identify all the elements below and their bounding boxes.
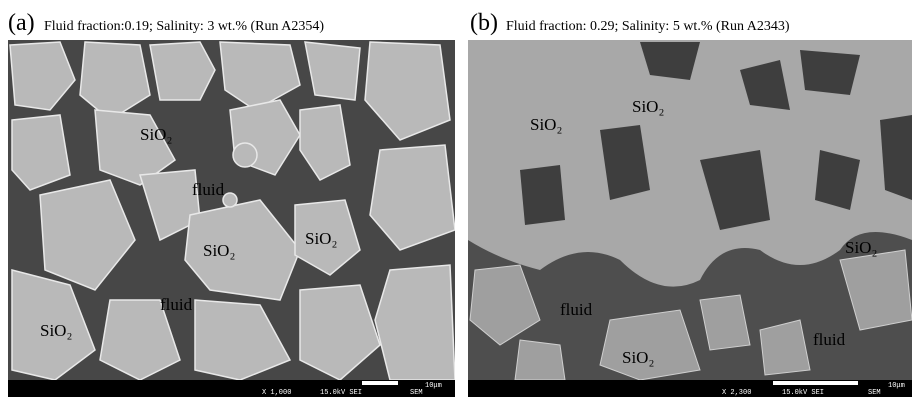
region-label: SiO₂ [845,238,877,257]
region-label: fluid [192,180,225,199]
sem-image [8,40,455,380]
region-label: SiO₂ [622,348,654,367]
panel-letter: (a) [8,10,35,36]
region-label: SiO₂ [40,321,72,340]
region-label: SiO₂ [140,125,172,144]
scale-bar [773,381,858,385]
region-label: fluid [560,300,593,319]
mode: SEM [410,389,423,397]
magnification: X 1,000 [262,389,291,397]
mode: SEM [868,389,881,397]
region-label: SiO₂ [530,115,562,134]
scale-text: 10μm [425,382,442,390]
magnification: X 2,300 [722,389,751,397]
voltage: 15.0kV SEI [320,389,362,397]
region-label: SiO₂ [203,241,235,260]
sem-image [468,40,912,380]
scale-bar [362,381,398,385]
voltage: 15.0kV SEI [782,389,824,397]
scale-text: 10μm [888,382,905,390]
panel-letter: (b) [470,10,498,36]
region-label: fluid [813,330,846,349]
panel-caption: Fluid fraction: 0.29; Salinity: 5 wt.% (… [506,19,790,34]
info-bar [8,380,455,397]
region-label: SiO₂ [632,97,664,116]
region-label: SiO₂ [305,229,337,248]
panel-caption: Fluid fraction:0.19; Salinity: 3 wt.% (R… [44,19,324,34]
region-label: fluid [160,295,193,314]
